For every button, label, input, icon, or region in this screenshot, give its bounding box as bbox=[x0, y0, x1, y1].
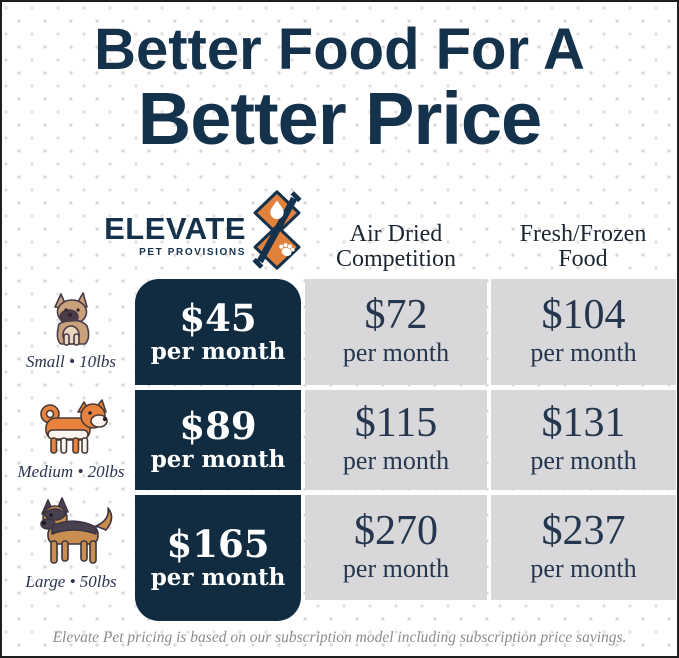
footnote: Elevate Pet pricing is based on our subs… bbox=[52, 629, 627, 646]
column-header-fresh-frozen-line2: Food bbox=[558, 246, 608, 273]
price-value: $131 bbox=[541, 400, 626, 447]
price-period: per month bbox=[342, 553, 450, 583]
column-header-air-dried-line2: Competition bbox=[336, 246, 456, 273]
price-value: $89 bbox=[179, 403, 257, 448]
air-dried-price-medium: $115 per month bbox=[305, 390, 487, 490]
fresh-frozen-price-medium: $131 per month bbox=[491, 390, 676, 490]
price-period: per month bbox=[530, 553, 637, 583]
brand-badge-icon bbox=[250, 189, 304, 276]
shiba-inu-illustration bbox=[10, 396, 134, 458]
price-value: $165 bbox=[166, 521, 270, 566]
price-value: $270 bbox=[354, 507, 438, 554]
price-value: $104 bbox=[541, 292, 626, 339]
row-label-medium: Medium • 20lbs bbox=[17, 462, 125, 481]
price-value: $72 bbox=[364, 292, 428, 339]
brand-text: ELEVATE PET PROVISIONS bbox=[104, 213, 246, 258]
column-header-fresh-frozen: Fresh/Frozen Food bbox=[491, 221, 675, 273]
row-label-small: Small • 10lbs bbox=[25, 352, 116, 371]
price-period: per month bbox=[342, 338, 450, 368]
price-period: per month bbox=[342, 446, 450, 476]
fresh-frozen-price-large: $237 per month bbox=[491, 495, 676, 600]
brand-tagline: PET PROVISIONS bbox=[139, 246, 246, 258]
page-title-line1: Better Food For A bbox=[94, 17, 585, 82]
elevate-price-small: $45 per month bbox=[135, 279, 301, 385]
price-value: $237 bbox=[541, 507, 626, 554]
price-value: $45 bbox=[179, 295, 257, 340]
page-title-line2: Better Price bbox=[137, 77, 542, 160]
fresh-frozen-price-small: $104 per month bbox=[491, 279, 676, 385]
price-period: per month bbox=[150, 563, 286, 591]
brand-logo: ELEVATE PET PROVISIONS bbox=[104, 189, 304, 270]
air-dried-price-large: $270 per month bbox=[305, 495, 487, 600]
elevate-price-medium: $89 per month bbox=[135, 390, 301, 490]
price-period: per month bbox=[530, 338, 637, 368]
french-bulldog-illustration bbox=[10, 288, 134, 348]
brand-name: ELEVATE bbox=[104, 210, 246, 246]
price-value: $115 bbox=[354, 400, 438, 447]
elevate-price-large: $165 per month bbox=[135, 495, 301, 621]
german-shepherd-illustration bbox=[10, 496, 134, 568]
column-header-air-dried: Air Dried Competition bbox=[305, 221, 487, 273]
row-label-large: Large • 50lbs bbox=[25, 572, 117, 591]
column-header-air-dried-line1: Air Dried bbox=[349, 221, 443, 247]
price-period: per month bbox=[530, 446, 637, 476]
column-header-fresh-frozen-line1: Fresh/Frozen bbox=[519, 221, 647, 247]
price-period: per month bbox=[150, 445, 286, 473]
air-dried-price-small: $72 per month bbox=[305, 279, 487, 385]
price-period: per month bbox=[150, 337, 286, 365]
